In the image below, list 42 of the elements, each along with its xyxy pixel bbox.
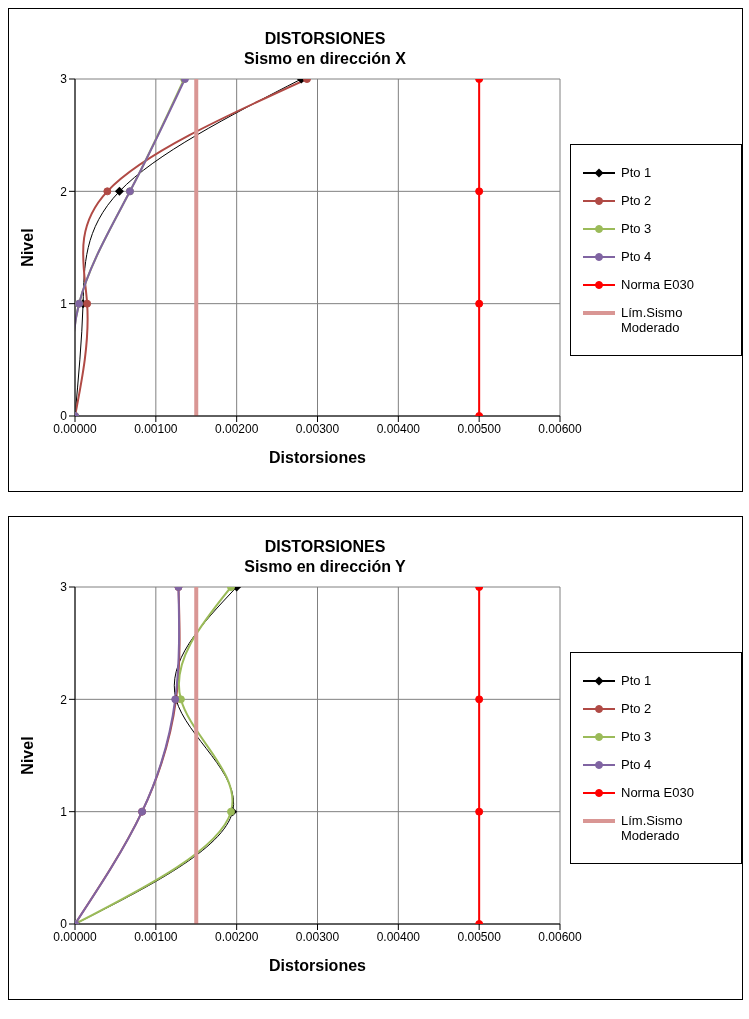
chart-title: DISTORSIONES xyxy=(263,29,387,49)
x-tick-label: 0.00600 xyxy=(538,421,583,436)
x-tick-label: 0.00400 xyxy=(376,421,421,436)
x-tick-label: 0.00300 xyxy=(295,929,340,944)
y-tick-label: 2 xyxy=(60,184,68,199)
y-axis-title: Nivel xyxy=(18,228,36,267)
legend-label: Pto 2 xyxy=(621,701,653,716)
legend-label: Norma E030 xyxy=(621,785,695,800)
legend-label: Norma E030 xyxy=(621,277,695,292)
x-tick-label: 0.00200 xyxy=(214,421,259,436)
x-tick-label: 0.00400 xyxy=(376,929,421,944)
x-tick-label: 0.00000 xyxy=(53,929,98,944)
legend-label: Pto 1 xyxy=(621,673,653,688)
legend-label: Pto 4 xyxy=(621,249,653,264)
x-axis-title: Distorsiones xyxy=(269,449,367,466)
y-tick-label: 2 xyxy=(60,692,68,707)
x-tick-label: 0.00500 xyxy=(457,421,502,436)
y-tick-label: 3 xyxy=(60,580,68,595)
y-tick-label: 1 xyxy=(60,296,68,311)
chart-title: DISTORSIONES xyxy=(263,537,387,557)
x-tick-label: 0.00100 xyxy=(134,929,178,944)
x-tick-label: 0.00100 xyxy=(134,421,178,436)
chart-subtitle: Sismo en dirección Y xyxy=(243,557,407,577)
legend-label: Lím.Sismo Moderado xyxy=(621,305,684,335)
x-axis-title: Distorsiones xyxy=(269,957,367,974)
legend-label: Lím.Sismo Moderado xyxy=(621,813,684,843)
legend-label: Pto 3 xyxy=(621,221,653,236)
y-tick-label: 3 xyxy=(60,72,68,87)
x-tick-label: 0.00000 xyxy=(53,421,98,436)
y-tick-label: 0 xyxy=(60,917,68,932)
legend-label: Pto 1 xyxy=(621,165,653,180)
x-tick-label: 0.00300 xyxy=(295,421,340,436)
legend-label: Pto 3 xyxy=(621,729,653,744)
legend-label: Pto 2 xyxy=(621,193,653,208)
y-tick-label: 1 xyxy=(60,804,68,819)
x-tick-label: 0.00200 xyxy=(214,929,259,944)
x-tick-label: 0.00500 xyxy=(457,929,502,944)
chart-subtitle: Sismo en dirección X xyxy=(243,49,407,69)
x-tick-label: 0.00600 xyxy=(538,929,583,944)
legend-label: Pto 4 xyxy=(621,757,653,772)
y-tick-label: 0 xyxy=(60,409,68,424)
y-axis-title: Nivel xyxy=(18,736,36,775)
